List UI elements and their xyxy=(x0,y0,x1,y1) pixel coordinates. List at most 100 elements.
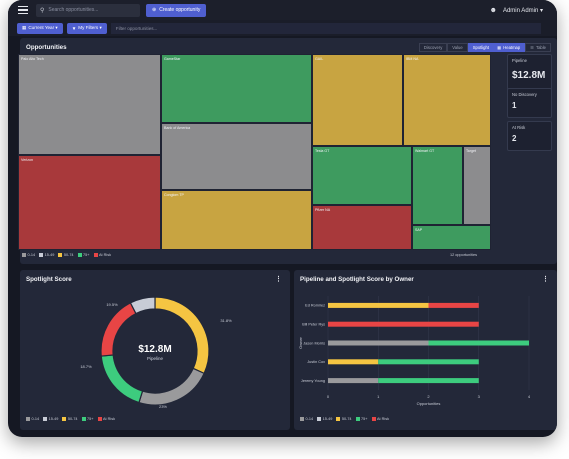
treemap-tile[interactable]: Walmart GT xyxy=(412,146,463,225)
grid-icon: ▦ xyxy=(497,45,502,50)
mode-toggle: Discovery Value Spotlight xyxy=(418,43,494,52)
legend-label: 0-14 xyxy=(31,417,40,421)
spotlight-donut-chart: $12.8M Pipeline 31.8% 23% 18.7% 19.5% xyxy=(80,296,232,409)
current-year-dropdown[interactable]: ▦ Current Year ▾ xyxy=(17,22,63,34)
legend-swatch xyxy=(336,417,341,421)
treemap-tile[interactable]: IBM NA xyxy=(403,54,491,146)
bar-segment[interactable] xyxy=(328,359,379,365)
donut-slice[interactable] xyxy=(100,302,137,357)
x-axis-label: Opportunities xyxy=(417,401,441,406)
pipeline-stat-value: $12.8M xyxy=(512,70,546,81)
treemap-tile[interactable]: Bank of America xyxy=(161,123,312,190)
donut-slice[interactable] xyxy=(138,367,205,406)
mode-value[interactable]: Value xyxy=(447,43,468,52)
legend-label: 0-14 xyxy=(305,417,314,421)
tile-label: Conglom TP xyxy=(164,193,184,197)
spotlight-score-panel: Spotlight Score ⋮ $12.8M Pipeline 31.8% 2… xyxy=(20,270,290,430)
donut-slice-label: 31.8% xyxy=(220,318,232,323)
bar-segment[interactable] xyxy=(378,359,479,365)
legend-label: 15-49 xyxy=(44,253,55,257)
treemap-tile[interactable]: SAP xyxy=(412,225,491,250)
donut-slice-label: 19.5% xyxy=(106,302,118,307)
user-menu[interactable]: ☻ Admin Admin ▾ xyxy=(490,7,543,14)
pipeline-stat-card: Pipeline $12.8M xyxy=(507,54,552,92)
tile-label: Tesla GT xyxy=(315,149,330,153)
filter-placeholder: Filter opportunities... xyxy=(115,25,158,31)
list-icon: ☰ xyxy=(530,45,534,50)
treemap-tile[interactable]: Palo Alto Tech xyxy=(18,54,161,155)
tile-label: Verizon xyxy=(21,158,33,162)
bar-segment[interactable] xyxy=(328,302,429,308)
tile-label: IBM NA xyxy=(406,57,419,61)
view-table-label: Table xyxy=(535,45,546,50)
at-risk-stat-label: At Risk xyxy=(512,125,526,130)
bar-segment[interactable] xyxy=(428,302,479,308)
legend-swatch xyxy=(77,253,82,257)
bar-segment[interactable] xyxy=(428,340,530,346)
legend-label: 75+ xyxy=(87,417,94,421)
more-options-icon[interactable]: ⋮ xyxy=(275,276,282,283)
y-tick-label: Justin Cox xyxy=(307,360,325,364)
view-heatmap[interactable]: ▦ Heatmap xyxy=(492,43,526,52)
treemap-tile[interactable]: Target xyxy=(463,146,491,225)
legend-swatch xyxy=(58,253,63,257)
view-heatmap-label: Heatmap xyxy=(503,45,521,50)
donut-slice[interactable] xyxy=(129,296,156,315)
no-discovery-stat-label: No Discovery xyxy=(512,92,537,97)
y-tick-label: Bill Peter Rys xyxy=(302,323,325,327)
treemap-tile[interactable]: Conglom TP xyxy=(161,190,312,250)
treemap-tile[interactable]: GameStar xyxy=(161,54,312,123)
bar-segment[interactable] xyxy=(378,378,479,384)
legend-label: At Risk xyxy=(103,417,116,421)
menu-icon[interactable] xyxy=(18,6,28,14)
y-tick-label: Jeremy Young xyxy=(301,379,325,383)
at-risk-stat-value: 2 xyxy=(512,134,517,143)
y-axis-label: Owner xyxy=(298,336,303,348)
y-tick-label: Ed Romirez xyxy=(305,304,325,308)
current-year-label: Current Year ▾ xyxy=(28,25,58,30)
spotlight-legend: 0-14 15-49 50-74 75+ At Risk xyxy=(26,417,115,421)
no-discovery-stat-value: 1 xyxy=(512,101,517,110)
my-filters-label: My Filters ▾ xyxy=(78,25,102,30)
treemap-legend: 0-14 15-49 50-74 75+ At Risk xyxy=(22,253,111,257)
x-tick-label: 0 xyxy=(327,394,330,399)
treemap-tile[interactable]: GAIL xyxy=(312,54,403,146)
donut-slice[interactable] xyxy=(100,354,144,404)
mode-spotlight[interactable]: Spotlight xyxy=(467,43,494,52)
search-placeholder: Search opportunities... xyxy=(48,7,99,13)
tile-label: Pfizer NA xyxy=(315,208,331,212)
bar-segment[interactable] xyxy=(328,378,379,384)
bar-segment[interactable] xyxy=(328,321,479,327)
owner-pipeline-panel: Pipeline and Spotlight Score by Owner ⋮ … xyxy=(294,270,557,430)
legend-swatch xyxy=(62,417,67,421)
treemap-tile[interactable]: Verizon xyxy=(18,155,161,250)
opportunities-title: Opportunities xyxy=(26,44,67,51)
treemap-tile[interactable]: Tesla GT xyxy=(312,146,412,205)
plus-icon: ⊕ xyxy=(152,7,157,13)
tile-label: Bank of America xyxy=(164,126,191,130)
no-discovery-stat-card: No Discovery 1 xyxy=(507,88,552,118)
legend-label: 50-74 xyxy=(67,417,78,421)
view-table[interactable]: ☰ Table xyxy=(525,43,551,52)
donut-slice[interactable] xyxy=(154,296,210,375)
user-name: Admin Admin ▾ xyxy=(502,7,543,14)
at-risk-stat-card: At Risk 2 xyxy=(507,121,552,151)
more-options-icon[interactable]: ⋮ xyxy=(542,276,549,283)
legend-swatch xyxy=(39,253,44,257)
filter-input[interactable]: Filter opportunities... xyxy=(110,22,541,34)
opportunity-treemap: Palo Alto Tech Verizon GameStar Bank of … xyxy=(18,54,503,250)
treemap-tile[interactable]: Pfizer NA xyxy=(312,205,412,250)
view-toggle: ▦ Heatmap ☰ Table xyxy=(492,43,551,52)
x-tick-label: 1 xyxy=(377,394,380,399)
legend-label: 15-49 xyxy=(322,417,333,421)
calendar-icon: ▦ xyxy=(22,25,27,30)
filter-bar: ▦ Current Year ▾ ▼ My Filters ▾ Filter o… xyxy=(8,20,557,36)
mode-discovery[interactable]: Discovery xyxy=(418,43,448,52)
create-opportunity-button[interactable]: ⊕ Create opportunity xyxy=(146,3,207,17)
top-bar: ⚲ Search opportunities... ⊕ Create oppor… xyxy=(8,0,557,20)
my-filters-dropdown[interactable]: ▼ My Filters ▾ xyxy=(66,22,107,34)
legend-swatch xyxy=(317,417,322,421)
legend-label: At Risk xyxy=(99,253,112,257)
bar-segment[interactable] xyxy=(328,340,429,346)
search-input[interactable]: ⚲ Search opportunities... xyxy=(36,3,140,17)
